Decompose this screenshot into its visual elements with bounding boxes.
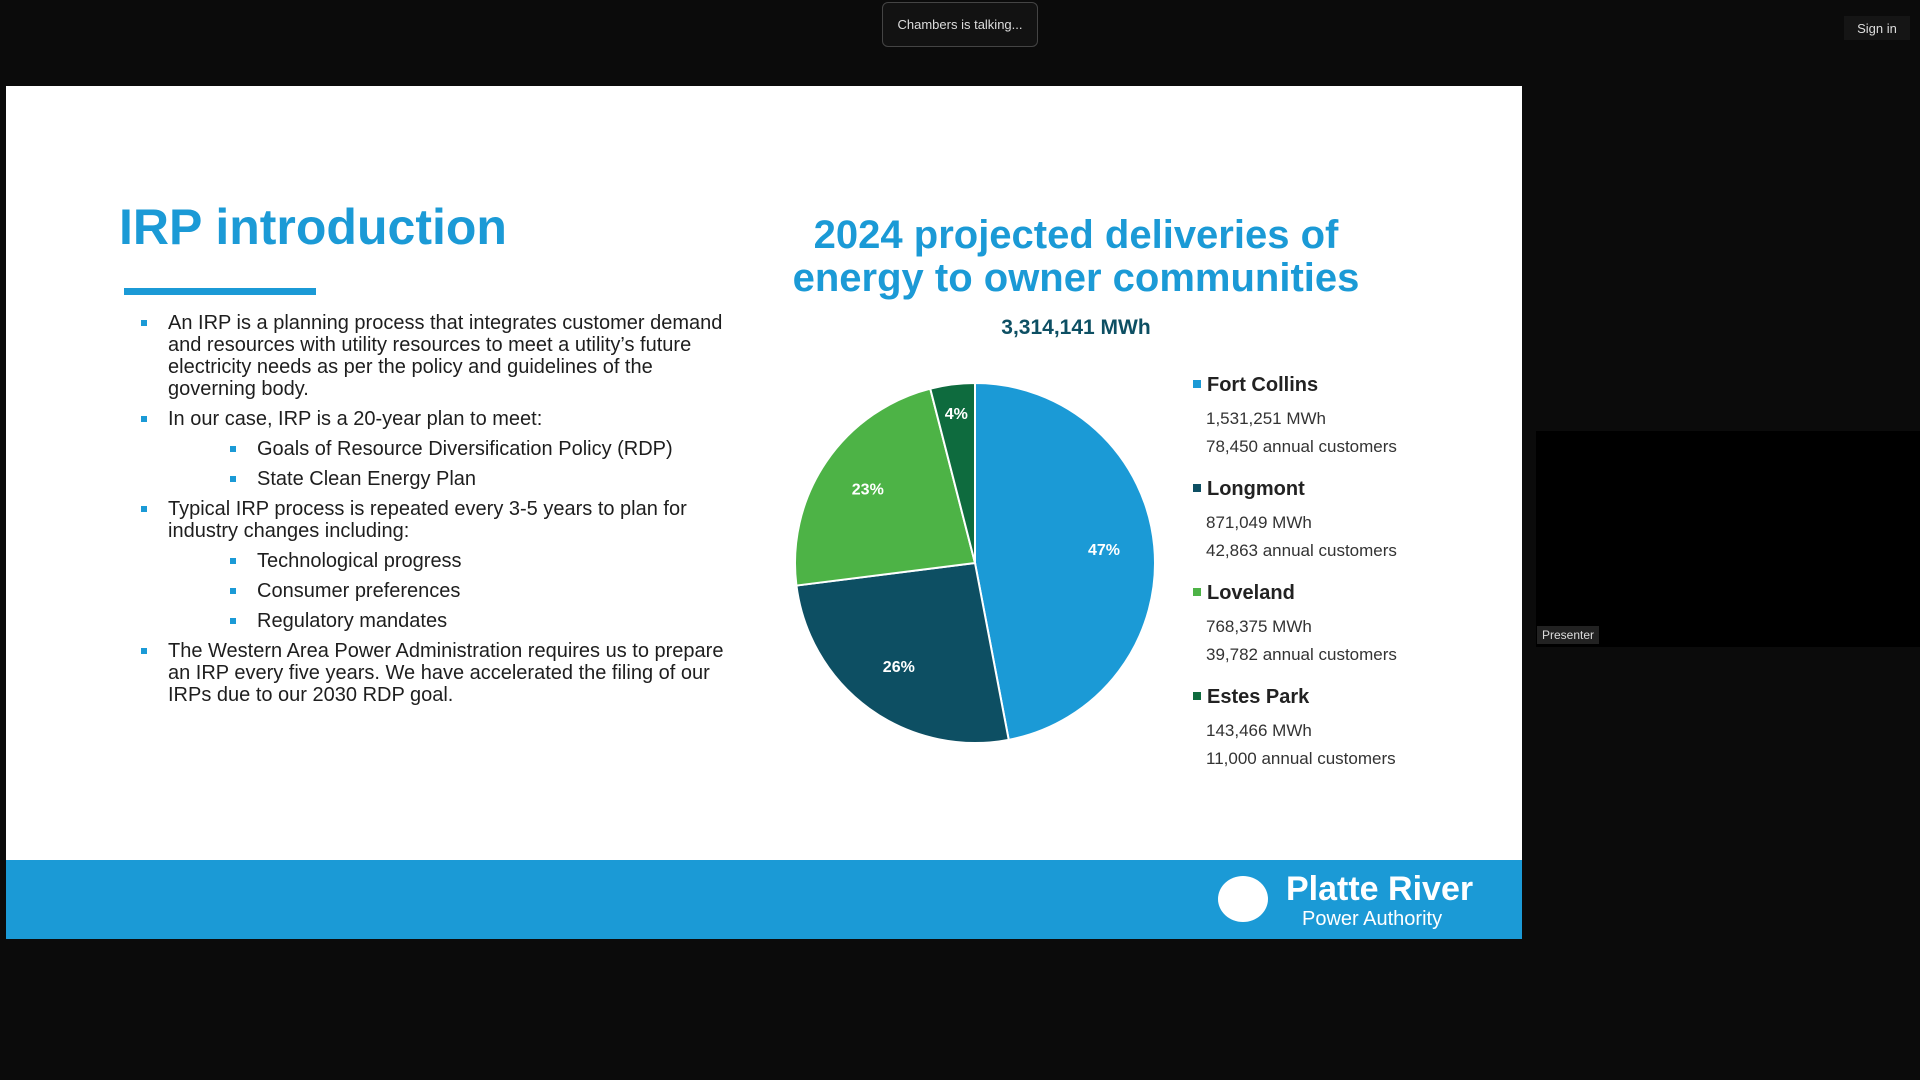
pie-slice	[974, 381, 1156, 741]
legend-deliveries: 768,375 MWh	[1206, 617, 1312, 636]
logo-tagline: Power Authority	[1302, 908, 1443, 930]
slice-label: 4%	[945, 406, 968, 423]
legend-swatch	[1193, 484, 1201, 492]
legend-customers: 39,782 annual customers	[1206, 645, 1397, 664]
legend-entry: Loveland 768,375 MWh 39,782 annual custome…	[1193, 582, 1397, 686]
legend-swatch	[1193, 380, 1201, 388]
footer-bar: Platte River Power Authority	[6, 860, 1522, 939]
pie-slice	[795, 561, 1010, 744]
sub-bullet: Technological progress	[168, 550, 736, 572]
legend-name: Longmont	[1193, 478, 1397, 501]
sub-bullet: Consumer preferences	[168, 580, 736, 602]
legend: Fort Collins 1,531,251 MWh 78,450 annual c…	[1193, 374, 1397, 790]
legend-deliveries: 871,049 MWh	[1206, 513, 1312, 532]
chart-subtitle: 3,314,141 MWh	[1001, 316, 1151, 339]
legend-entry: Fort Collins 1,531,251 MWh 78,450 annual c…	[1193, 374, 1397, 478]
legend-entry: Longmont 871,049 MWh 42,863 annual custome…	[1193, 478, 1397, 582]
slice-label: 26%	[883, 659, 915, 676]
slide: IRP introduction An IRP is a planning pr…	[6, 86, 1522, 939]
pie-chart: 47% 26% 23% 4%	[794, 381, 1156, 744]
slice-label: 47%	[1088, 542, 1120, 559]
chart-title: 2024 projected deliveries of energy to o…	[792, 213, 1360, 300]
pie-slice	[929, 381, 976, 564]
legend-customers: 11,000 annual customers	[1206, 749, 1396, 768]
legend-entry: Estes Park 143,466 MWh 11,000 annual custo…	[1193, 686, 1397, 790]
bullet: An IRP is a planning process that integr…	[136, 312, 736, 400]
bullet: In our case, IRP is a 20-year plan to me…	[136, 408, 736, 490]
legend-name: Estes Park	[1193, 686, 1397, 709]
pie-slice	[794, 387, 977, 587]
legend-deliveries: 143,466 MWh	[1206, 721, 1312, 740]
logo-icon	[1218, 876, 1268, 922]
presenter-label: Presenter	[1537, 626, 1600, 644]
bullet-list: An IRP is a planning process that integr…	[136, 312, 736, 714]
sub-bullet: Regulatory mandates	[168, 610, 736, 632]
slide-title: IRP introduction	[119, 199, 507, 255]
logo-name: Platte River	[1286, 870, 1474, 908]
legend-swatch	[1193, 692, 1201, 700]
talking-indicator: Chambers is talking...	[882, 2, 1038, 47]
presenter-video	[1536, 431, 1920, 647]
bullet: Typical IRP process is repeated every 3-…	[136, 498, 736, 632]
legend-customers: 42,863 annual customers	[1206, 541, 1397, 560]
sub-bullet: State Clean Energy Plan	[168, 468, 736, 490]
legend-swatch	[1193, 588, 1201, 596]
slice-label: 23%	[852, 481, 884, 498]
sign-in-button[interactable]: Sign in	[1844, 16, 1910, 40]
legend-deliveries: 1,531,251 MWh	[1206, 409, 1327, 428]
legend-customers: 78,450 annual customers	[1206, 437, 1397, 456]
sub-bullet: Goals of Resource Diversification Policy…	[168, 438, 736, 460]
bullet: The Western Area Power Administration re…	[136, 640, 736, 706]
title-rule	[124, 288, 316, 295]
legend-name: Fort Collins	[1193, 374, 1397, 397]
legend-name: Loveland	[1193, 582, 1397, 605]
